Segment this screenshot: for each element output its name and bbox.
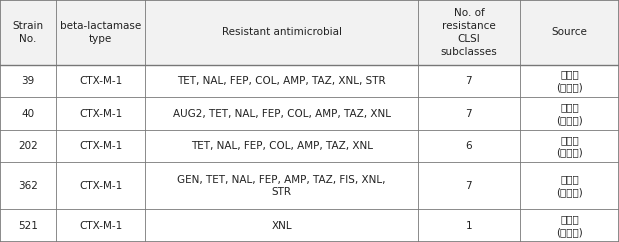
Text: TET, NAL, FEP, COL, AMP, TAZ, XNL, STR: TET, NAL, FEP, COL, AMP, TAZ, XNL, STR [177, 76, 386, 86]
Text: CTX-M-1: CTX-M-1 [79, 109, 122, 119]
Text: 1: 1 [465, 221, 472, 231]
Text: TET, NAL, FEP, COL, AMP, TAZ, XNL: TET, NAL, FEP, COL, AMP, TAZ, XNL [191, 141, 373, 151]
Text: 7: 7 [465, 109, 472, 119]
Text: AUG2, TET, NAL, FEP, COL, AMP, TAZ, XNL: AUG2, TET, NAL, FEP, COL, AMP, TAZ, XNL [173, 109, 391, 119]
Text: 202: 202 [18, 141, 38, 151]
Text: 닭고기
(국내산): 닭고기 (국내산) [556, 102, 583, 125]
Text: 6: 6 [465, 141, 472, 151]
Text: No. of
resistance
CLSI
subclasses: No. of resistance CLSI subclasses [441, 8, 497, 57]
Text: CTX-M-1: CTX-M-1 [79, 221, 122, 231]
Text: 닭고기
(국내산): 닭고기 (국내산) [556, 135, 583, 158]
Text: GEN, TET, NAL, FEP, AMP, TAZ, FIS, XNL,
STR: GEN, TET, NAL, FEP, AMP, TAZ, FIS, XNL, … [178, 174, 386, 197]
Text: 닭고기
(국내산): 닭고기 (국내산) [556, 214, 583, 237]
Text: CTX-M-1: CTX-M-1 [79, 76, 122, 86]
Text: 362: 362 [18, 181, 38, 191]
Text: Resistant antimicrobial: Resistant antimicrobial [222, 27, 342, 38]
Text: Strain
No.: Strain No. [12, 21, 43, 44]
Text: 닭고기
(국내산): 닭고기 (국내산) [556, 174, 583, 197]
Text: CTX-M-1: CTX-M-1 [79, 141, 122, 151]
Text: 521: 521 [18, 221, 38, 231]
Text: Source: Source [552, 27, 587, 38]
Text: 40: 40 [21, 109, 35, 119]
Text: 7: 7 [465, 181, 472, 191]
Text: 39: 39 [21, 76, 35, 86]
Text: 닭고기
(국내산): 닭고기 (국내산) [556, 70, 583, 92]
Text: CTX-M-1: CTX-M-1 [79, 181, 122, 191]
Bar [0, 0, 619, 65]
Text: 7: 7 [465, 76, 472, 86]
Text: beta-lactamase
type: beta-lactamase type [60, 21, 141, 44]
Text: XNL: XNL [271, 221, 292, 231]
